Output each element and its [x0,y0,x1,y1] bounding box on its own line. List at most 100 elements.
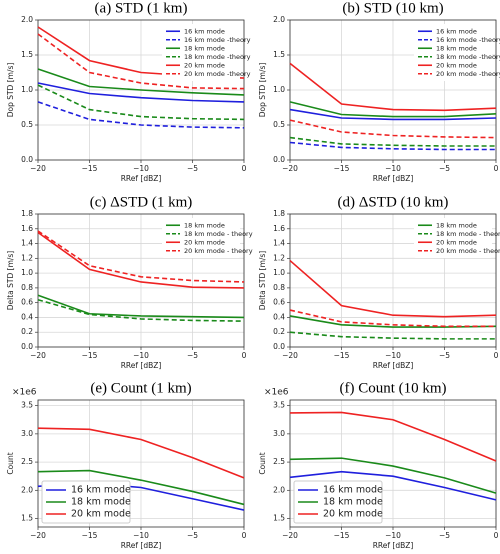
y-axis-label: Dop STD [m/s] [6,63,15,118]
x-tick-label: 0 [242,164,247,173]
y-tick-label: 1.5 [21,514,33,523]
y-axis-label: Dop STD [m/s] [258,63,267,118]
series-line [289,331,496,340]
series-line [37,294,245,319]
legend-label: 18 km mode [71,497,131,508]
series-line [289,411,497,462]
legend-label: 18 km mode [436,221,477,229]
y-tick-label: 2.0 [21,485,33,494]
y-axis-label: Delta STD [m/s] [258,251,267,311]
series-line [37,82,245,103]
y-axis-label: Delta STD [m/s] [6,251,15,311]
y-tick-label: 0.8 [21,283,33,292]
x-tick-label: −5 [439,531,450,540]
x-tick-label: −10 [385,351,401,360]
y-tick-label: 0.4 [21,312,33,321]
y-tick-label: 0.4 [273,312,285,321]
series-line [289,457,497,494]
y-tick-label: 1.8 [21,209,33,218]
y-tick-label: 1.2 [21,253,33,262]
legend-label: 20 km mode - theory [184,247,253,255]
y-tick-label: 0.5 [273,120,285,129]
y-tick-label: 3.5 [273,401,285,410]
x-tick-label: −10 [133,351,149,360]
plot-frame [37,19,245,161]
legend-label: 16 km mode [71,485,131,496]
y-tick-label: 2.5 [273,457,285,466]
plot-frame [289,19,497,161]
series-line [289,101,497,118]
series-line [289,315,497,328]
plot-frame [37,399,245,528]
series-line [37,231,245,289]
y-axis-label: Count [6,452,15,474]
legend-label: 18 km mode [184,221,225,229]
y-tick-label: 0.0 [273,155,285,164]
legend-label: 20 km mode -theory [436,70,500,78]
legend-label: 20 km mode -theory [184,70,251,78]
series-line [37,298,245,322]
y-tick-label: 1.0 [21,268,33,277]
series-line [289,470,497,501]
legend-label: 16 km mode [436,27,477,35]
panel-title: (b) STD (10 km) [342,0,443,16]
panel: (f) Count (10 km) 1.5 2.0 2.5 3.0 3.5 −20 −15 −1… [258,380,499,550]
legend-label: 20 km mode [436,61,477,69]
y-tick-label: 0.8 [273,283,285,292]
x-tick-label: −20 [282,351,298,360]
x-axis-label: RRef [dBZ] [373,541,414,550]
series-line [37,33,245,90]
x-tick-label: −20 [282,531,298,540]
legend-box [162,24,240,81]
legend-box [414,24,492,81]
y-tick-label: 1.5 [273,514,285,523]
x-tick-label: −5 [187,164,198,173]
legend-label: 16 km mode -theory [184,36,251,44]
plot-frame [289,213,497,348]
y-tick-label: 1.0 [21,85,33,94]
y-offset-label: ×1e6 [264,388,289,398]
x-tick-label: −15 [82,531,98,540]
x-tick-label: −5 [439,351,450,360]
y-tick-label: 1.4 [273,239,285,248]
y-tick-label: 0.2 [21,327,33,336]
x-tick-label: −15 [334,351,350,360]
x-tick-label: 0 [242,531,247,540]
legend-label: 18 km mode [184,44,225,52]
legend-box [414,218,492,258]
x-axis-label: RRef [dBZ] [121,361,162,370]
y-tick-label: 1.0 [273,85,285,94]
y-tick-label: 0.0 [273,342,285,351]
panel-title: (c) ΔSTD (1 km) [90,194,193,210]
x-axis-label: RRef [dBZ] [373,361,414,370]
y-tick-label: 1.0 [273,268,285,277]
series-line [289,108,497,121]
x-tick-label: −15 [82,164,98,173]
panel-title: (a) STD (1 km) [95,0,188,16]
panel: (c) ΔSTD (1 km) 0.0 0.2 0.4 0.6 0.8 1.0 1.2 1.4 1… [6,194,253,370]
legend-label: 18 km mode - theory [184,230,253,238]
legend-label: 16 km mode [184,27,225,35]
y-tick-label: 0.0 [21,155,33,164]
legend-label: 20 km mode [71,509,131,520]
x-axis-label: RRef [dBZ] [121,541,162,550]
series-line [37,469,245,506]
legend-label: 20 km mode [184,61,225,69]
y-tick-label: 1.8 [273,209,285,218]
panel: (b) STD (10 km) 0.0 0.5 1.0 1.5 2.0 −20 −15 −10 −… [258,0,500,183]
series-line [289,259,497,318]
series-line [289,62,497,112]
x-tick-label: −15 [334,531,350,540]
y-tick-label: 0.6 [273,298,285,307]
legend-label: 20 km mode [184,238,225,246]
x-tick-label: −15 [82,351,98,360]
y-tick-label: 1.5 [21,50,33,59]
y-tick-label: 3.0 [273,429,285,438]
panel: (d) ΔSTD (10 km) 0.0 0.2 0.4 0.6 0.8 1.0 1.2 1.4… [258,194,500,370]
legend-box [293,480,383,524]
y-tick-label: 0.5 [21,120,33,129]
panel: (a) STD (1 km) 0.0 0.5 1.0 1.5 2.0 −20 −15 −10 −5… [6,0,251,183]
series-line [37,68,245,96]
x-tick-label: −10 [385,164,401,173]
